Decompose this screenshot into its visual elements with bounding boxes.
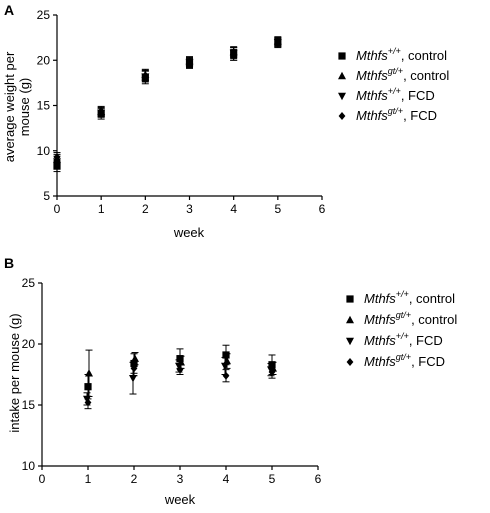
panel-a-legend-gene: Mthfs [356,88,388,103]
panel-b-legend-diet: , FCD [411,354,445,369]
panel-a-legend-label: Mthfs+/+, FCD [356,86,435,103]
panel-a-plot: 0 1 2 3 4 5 6 5 10 15 20 25 [37,8,326,216]
panel-b-data-point [268,361,276,369]
panel-a-x-tick-label: 3 [186,202,193,216]
panel-b-y-tick-label: 10 [22,459,36,473]
panel-a-x-tick-label: 2 [142,202,149,216]
panel-a-legend-diet: , control [401,48,447,63]
panel-b-y-tick-label: 15 [22,398,36,412]
panel-a-legend-label: Mthfs+/+, control [356,46,447,63]
panel-a-legend-diet: , control [403,68,449,83]
panel-a-data-point [141,71,149,80]
panel-b-y-tick-label: 25 [22,276,36,290]
panel-a-letter: A [4,2,14,18]
panel-b-legend-label: Mthfs+/+, control [364,289,455,306]
panel-a-data-point [230,50,238,59]
panel-a-legend-genotype: gt/+ [388,106,403,116]
panel-a-legend-label: Mthfsgt/+, FCD [356,106,437,123]
panel-b-data-point [176,365,184,374]
panel-b-y-tick-label: 20 [22,337,36,351]
panel-a-legend-diet: , FCD [401,88,435,103]
panel-a-x-axis-title: week [173,225,205,240]
panel-b-legend-marker [346,315,354,324]
panel-a-y-axis-title-line1: average weight per [2,51,17,162]
panel-b-data-point [131,354,139,362]
panel-a-legend-marker [338,92,346,101]
panel-a-x-tick-label: 5 [274,202,281,216]
panel-a-legend-marker [338,71,346,80]
panel-a-legend-marker [338,112,346,120]
panel-b-x-tick-label: 4 [223,472,230,486]
panel-b-legend-gene: Mthfs [364,354,396,369]
panel-b-legend-genotype: gt/+ [396,352,411,362]
panel-a-x-tick-label: 0 [54,202,61,216]
panel-a-legend-genotype: +/+ [388,46,401,56]
panel-b-legend-marker [346,295,354,303]
panel-b-y-axis-title: intake per mouse (g) [7,313,22,432]
panel-a-y-tick-label: 5 [43,189,50,203]
panel-a-legend-genotype: gt/+ [388,66,403,76]
panel-b-data-point [222,351,230,359]
panel-b-legend-gene: Mthfs [364,291,396,306]
panel-a-x-tick-label: 6 [319,202,326,216]
panel-b-x-tick-label: 6 [315,472,322,486]
panel-b-legend-diet: , FCD [409,333,443,348]
panel-a-legend-marker [338,52,346,60]
panel-a-legend-gene: Mthfs [356,48,388,63]
panel-b-data-point [129,374,137,383]
panel-b-data-point [268,368,276,377]
panel-b-x-axis-title: week [164,492,196,507]
panel-b-x-tick-label: 5 [269,472,276,486]
panel-b-data-point [84,398,92,407]
panel-b-legend-label: Mthfsgt/+, control [364,310,457,327]
panel-b-data-point [83,395,91,404]
panel-a-y-tick-label: 25 [37,8,51,22]
panel-a-legend-gene: Mthfs [356,68,388,83]
panel-b-legend-diet: , control [411,312,457,327]
panel-a-data-point [274,39,282,48]
panel-b-x-tick-label: 1 [85,472,92,486]
panel-b-legend-genotype: gt/+ [396,310,411,320]
panel-b-data-point [221,362,229,371]
panel-b-data-point [176,355,184,363]
panel-b-x-tick-label: 3 [177,472,184,486]
panel-b-legend-label: Mthfsgt/+, FCD [364,352,445,369]
panel-a-y-axis-title-line2: mouse (g) [17,78,32,137]
panel-a-legend-genotype: +/+ [388,86,401,96]
panel-b-legend-label: Mthfs+/+, FCD [364,331,443,348]
panel-a-x-tick-label: 1 [98,202,105,216]
panel-a-legend-diet: , FCD [403,108,437,123]
panel-a-data-point [53,153,61,162]
panel-b-data-point [130,364,138,373]
panel-a-y-tick-label: 20 [37,53,51,67]
panel-a-data-point [186,59,193,68]
panel-b-data-point [85,369,93,377]
panel-a-data-point [97,106,105,115]
panel-a-legend-gene: Mthfs [356,108,388,123]
panel-b-legend-marker [346,358,354,366]
panel-b-data-point [84,383,92,391]
panel-b-legend-genotype: +/+ [396,331,409,341]
panel-a-y-tick-label: 10 [37,144,51,158]
panel-b-legend-gene: Mthfs [364,333,396,348]
panel-b-legend-marker [346,337,354,346]
panel-a-y-tick-label: 15 [37,99,51,113]
panel-b-legend-diet: , control [409,291,455,306]
panel-b-x-tick-label: 0 [39,472,46,486]
panel-b-x-tick-label: 2 [131,472,138,486]
panel-b-legend-gene: Mthfs [364,312,396,327]
panel-b-legend-genotype: +/+ [396,289,409,299]
panel-a-legend-label: Mthfsgt/+, control [356,66,449,83]
panel-b-data-point [222,371,230,380]
panel-b-plot: 0 1 2 3 4 5 6 10 15 20 25 [22,276,322,486]
panel-b-letter: B [4,255,14,271]
panel-a-x-tick-label: 4 [230,202,237,216]
